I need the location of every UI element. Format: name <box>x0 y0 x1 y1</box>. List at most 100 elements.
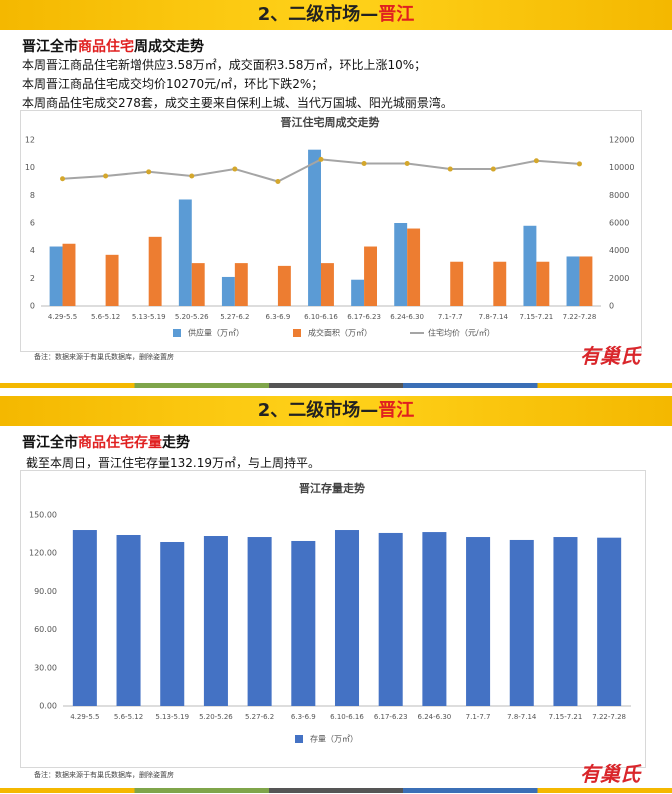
note: 备注：数据来源于有巢氏数据库，删除姿置房 <box>34 353 174 361</box>
x-tick-label: 5.20-5.26 <box>199 713 233 721</box>
bar <box>422 532 447 706</box>
y-tick-label: 120.00 <box>29 549 57 558</box>
x-tick-label: 6.24-6.30 <box>390 313 424 321</box>
x-tick-label: 7.1-7.7 <box>466 713 491 721</box>
legend-label: 存量（万㎡） <box>310 734 358 744</box>
x-tick-label: 7.22-7.28 <box>592 713 626 721</box>
brand-logo: 有巢氏 <box>580 762 640 786</box>
bar <box>203 536 228 706</box>
point <box>232 166 238 172</box>
bar <box>277 265 291 306</box>
x-tick-label: 7.8-7.14 <box>479 313 509 321</box>
x-tick-label: 6.24-6.30 <box>418 713 452 721</box>
legend-swatch <box>295 735 303 743</box>
brand-logo: 有巢氏 <box>580 344 640 368</box>
y-tick-label: 12 <box>25 136 35 145</box>
chart-title: 晋江存量走势 <box>299 481 365 495</box>
bar <box>351 279 365 306</box>
text-line: 本周晋江商品住宅新增供应3.58万㎡，成交面积3.58万㎡，环比上涨10%； <box>22 58 427 72</box>
point <box>490 166 496 172</box>
point <box>60 176 66 182</box>
bar <box>597 537 622 706</box>
bar <box>291 540 316 706</box>
legend-label: 供应量（万㎡） <box>188 328 244 338</box>
bar <box>466 537 491 706</box>
bar <box>49 246 63 306</box>
legend-label: 住宅均价（元/㎡） <box>428 328 495 338</box>
point <box>275 179 281 184</box>
x-tick-label: 6.10-6.16 <box>304 313 338 321</box>
y-tick-label: 0.00 <box>39 702 57 711</box>
y-tick-label: 10 <box>25 163 35 172</box>
x-tick-label: 7.1-7.7 <box>438 313 463 321</box>
x-tick-label: 5.27-6.2 <box>245 713 274 721</box>
x-tick-label: 4.29-5.5 <box>48 313 77 321</box>
bar <box>247 537 272 706</box>
subtitle: 晋江全市商品住宅周成交走势 <box>22 36 204 56</box>
legend-swatch <box>293 329 301 337</box>
y-tick-label: 150.00 <box>29 511 57 520</box>
bar <box>178 199 192 306</box>
subtitle-highlight: 商品住宅 <box>78 39 134 55</box>
y2-tick-label: 10000 <box>609 163 634 172</box>
stripe <box>0 383 672 388</box>
x-tick-label: 6.17-6.23 <box>347 313 381 321</box>
bar <box>536 261 550 306</box>
y2-tick-label: 4000 <box>609 246 629 255</box>
chart-title: 晋江住宅周成交走势 <box>281 115 380 129</box>
x-tick-label: 6.3-6.9 <box>291 713 316 721</box>
note: 备注：数据来源于有巢氏数据库，删除姿置房 <box>34 771 174 779</box>
bar <box>308 149 321 306</box>
subtitle-text: 走势 <box>162 435 190 451</box>
bar <box>394 223 408 306</box>
legend-swatch <box>173 329 181 337</box>
subtitle-text: 晋江全市 <box>22 435 78 451</box>
x-tick-label: 7.22-7.28 <box>563 313 597 321</box>
bar <box>407 228 421 306</box>
x-tick-label: 6.10-6.16 <box>330 713 364 721</box>
y2-tick-label: 8000 <box>609 191 629 200</box>
point <box>576 161 582 167</box>
bar <box>191 263 205 306</box>
x-tick-label: 5.13-5.19 <box>132 313 166 321</box>
header-highlight: 晋江 <box>378 4 415 25</box>
bar <box>62 243 76 306</box>
x-tick-label: 6.3-6.9 <box>266 313 291 321</box>
slide-header: 2、二级市场—晋江 <box>0 396 672 426</box>
x-tick-label: 5.13-5.19 <box>155 713 189 721</box>
legend-label: 成交面积（万㎡） <box>308 328 372 338</box>
point <box>189 173 195 179</box>
x-tick-label: 7.15-7.21 <box>549 713 583 721</box>
header-highlight: 晋江 <box>378 400 415 421</box>
point <box>318 156 324 162</box>
text-line: 本周商品住宅成交278套，成交主要来自保利上城、当代万国城、阳光城丽景湾。 <box>22 96 453 110</box>
bar <box>148 236 162 306</box>
y2-tick-label: 12000 <box>609 136 634 145</box>
y-tick-label: 2 <box>30 274 35 283</box>
header-text: 2、二级市场— <box>257 400 379 421</box>
bar <box>579 256 593 306</box>
bar <box>160 541 185 706</box>
point <box>404 161 410 167</box>
subtitle-highlight: 商品住宅存量 <box>78 435 162 451</box>
y-tick-label: 0 <box>30 302 35 311</box>
bar <box>116 534 141 706</box>
point <box>103 173 109 179</box>
subtitle-text: 晋江全市 <box>22 39 78 55</box>
bar <box>509 539 534 706</box>
chart-box: 晋江住宅周成交走势 0 2 4 6 8 10 12 0 2000 4000 6000 8000 10000… <box>20 110 642 352</box>
y2-tick-label: 6000 <box>609 219 629 228</box>
subtitle: 晋江全市商品住宅存量走势 <box>22 432 190 452</box>
y2-tick-label: 2000 <box>609 274 629 283</box>
chart: 晋江存量走势 0.00 30.00 60.00 90.00 120.00 150.00 4.2… <box>29 481 631 744</box>
x-tick-label: 6.17-6.23 <box>374 713 408 721</box>
bar <box>221 276 235 306</box>
point <box>361 161 367 167</box>
x-tick-label: 5.20-5.26 <box>175 313 209 321</box>
y-tick-label: 30.00 <box>34 663 57 672</box>
bar <box>450 261 464 306</box>
y-tick-label: 6 <box>30 219 35 228</box>
y-tick-label: 8 <box>30 191 35 200</box>
point <box>146 169 152 175</box>
